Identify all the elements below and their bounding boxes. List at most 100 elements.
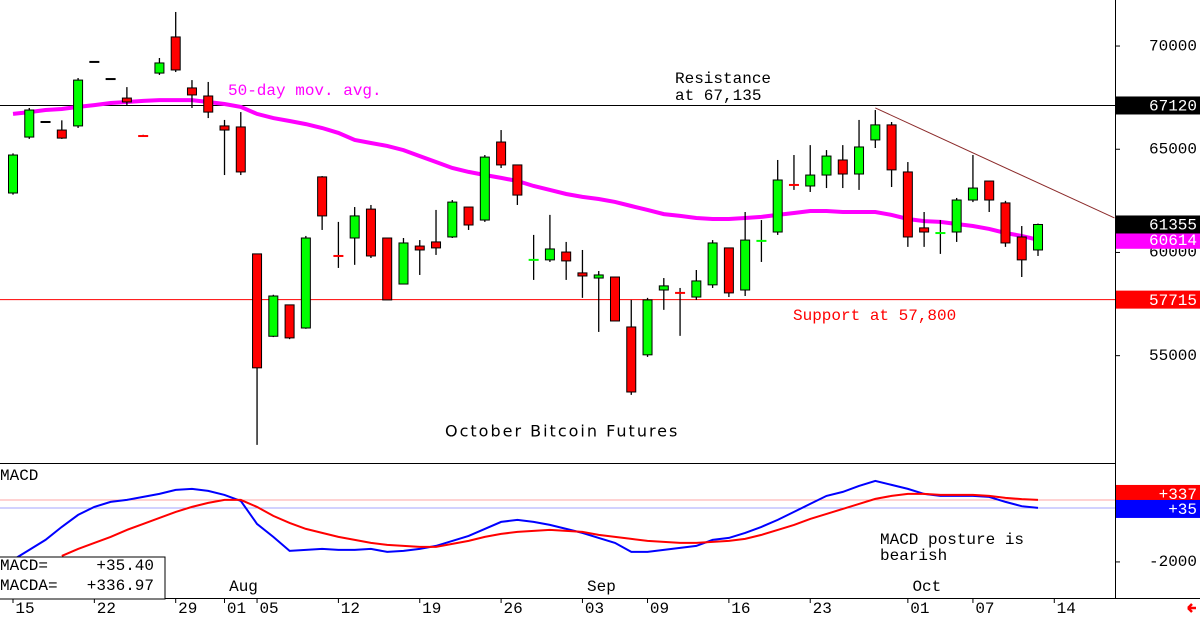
candle-body	[382, 237, 393, 301]
level-box-label: 67120	[1149, 98, 1197, 116]
readout-value: +35.40	[96, 557, 154, 575]
candle-body	[365, 208, 376, 257]
candle-body	[561, 251, 572, 262]
macd-note: bearish	[880, 547, 947, 565]
candle-body	[642, 299, 653, 356]
candle-body	[447, 201, 458, 238]
trendline	[875, 107, 1115, 219]
candle-body	[496, 141, 507, 166]
candle-body	[837, 159, 848, 175]
macd-box	[1116, 484, 1200, 503]
x-tick-label: 09	[650, 600, 669, 618]
support-note: Support at 57,800	[793, 307, 956, 325]
candle-body	[170, 36, 181, 71]
resistance-note: at 67,135	[675, 87, 761, 105]
candle-body	[398, 242, 409, 285]
candle-body	[479, 156, 490, 221]
macd-box	[1116, 499, 1200, 518]
candle-body	[870, 124, 881, 141]
x-tick-label: 16	[731, 600, 750, 618]
last-price-box-label: 61355	[1149, 217, 1197, 235]
readout-value: +336.97	[87, 577, 154, 595]
candle-body	[740, 239, 751, 291]
candle-body	[186, 87, 197, 96]
candle-body	[252, 253, 263, 369]
candle-body	[691, 280, 702, 298]
y-tick-label: 55000	[1149, 347, 1197, 365]
x-tick-label: 14	[1057, 600, 1076, 618]
month-label: Aug	[229, 578, 258, 596]
candle-body	[463, 206, 474, 226]
ma-box-label: 60614	[1149, 232, 1197, 250]
x-tick-label: 07	[975, 600, 994, 618]
scroll-arrow[interactable]	[1187, 603, 1196, 613]
candle-body	[658, 285, 669, 291]
level-box	[1116, 290, 1200, 309]
readout-label: MACD=	[0, 557, 48, 575]
x-tick-label: 23	[813, 600, 832, 618]
moving-average	[12, 98, 1039, 242]
x-tick-label: 05	[259, 600, 278, 618]
y-tick-label: -2000	[1149, 553, 1197, 571]
candle-body	[219, 125, 230, 131]
candle-body	[349, 215, 360, 239]
candle-body	[577, 272, 588, 277]
candle-body	[772, 179, 783, 233]
macd-box-label: +337	[1159, 486, 1197, 504]
x-tick-label: 29	[178, 600, 197, 618]
level-box-label: 57715	[1149, 292, 1197, 310]
candle-body	[951, 199, 962, 233]
candle-body	[268, 295, 279, 337]
x-tick-label: 12	[341, 600, 360, 618]
x-tick-label: 15	[15, 600, 34, 618]
ma-box	[1116, 230, 1200, 249]
candle-body	[1033, 223, 1044, 251]
chart-title: October Bitcoin Futures	[445, 422, 679, 441]
candle-body	[902, 171, 913, 238]
candle-body	[919, 227, 930, 233]
x-tick-label: 01	[227, 600, 246, 618]
last-price-box	[1116, 215, 1200, 234]
month-label: Oct	[912, 578, 941, 596]
candle-body	[300, 237, 311, 329]
readout-box	[0, 556, 166, 600]
macd-box-label: +35	[1168, 501, 1197, 519]
candle-body	[121, 97, 132, 103]
candle-body	[8, 154, 18, 194]
candle-body	[984, 180, 995, 201]
candle-body	[544, 248, 555, 261]
candle-body	[203, 95, 214, 113]
readout-label: MACDA=	[0, 577, 58, 595]
candle-body	[235, 126, 246, 173]
candle-body	[512, 164, 523, 196]
candle-body	[626, 326, 637, 393]
x-tick-label: 01	[910, 600, 929, 618]
month-label: Sep	[587, 578, 616, 596]
macd-title: MACD	[0, 467, 38, 485]
x-tick-label: 19	[422, 600, 441, 618]
candle-body	[317, 176, 328, 217]
candle-body	[431, 241, 442, 249]
moving-average-label: 50-day mov. avg.	[228, 82, 382, 100]
candle-body	[593, 274, 604, 279]
y-tick-label: 70000	[1149, 37, 1197, 55]
macd-line	[12, 479, 1039, 561]
candle-body	[967, 187, 978, 201]
macd-line	[61, 492, 1039, 557]
candle-body	[1016, 236, 1027, 261]
candle-body	[1000, 202, 1011, 244]
candle-body	[73, 79, 84, 127]
resistance-note: Resistance	[675, 70, 771, 88]
candle-body	[154, 62, 165, 74]
candle-body	[609, 276, 620, 322]
candle-body	[414, 245, 425, 251]
y-tick-label: 65000	[1149, 140, 1197, 158]
candle-body	[821, 155, 832, 176]
candle-body	[886, 124, 897, 171]
x-tick-label: 03	[585, 600, 604, 618]
macd-note: MACD posture is	[880, 531, 1024, 549]
candle-body	[707, 242, 718, 286]
